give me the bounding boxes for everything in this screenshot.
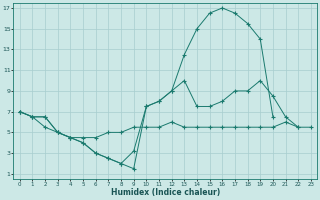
X-axis label: Humidex (Indice chaleur): Humidex (Indice chaleur) xyxy=(111,188,220,197)
